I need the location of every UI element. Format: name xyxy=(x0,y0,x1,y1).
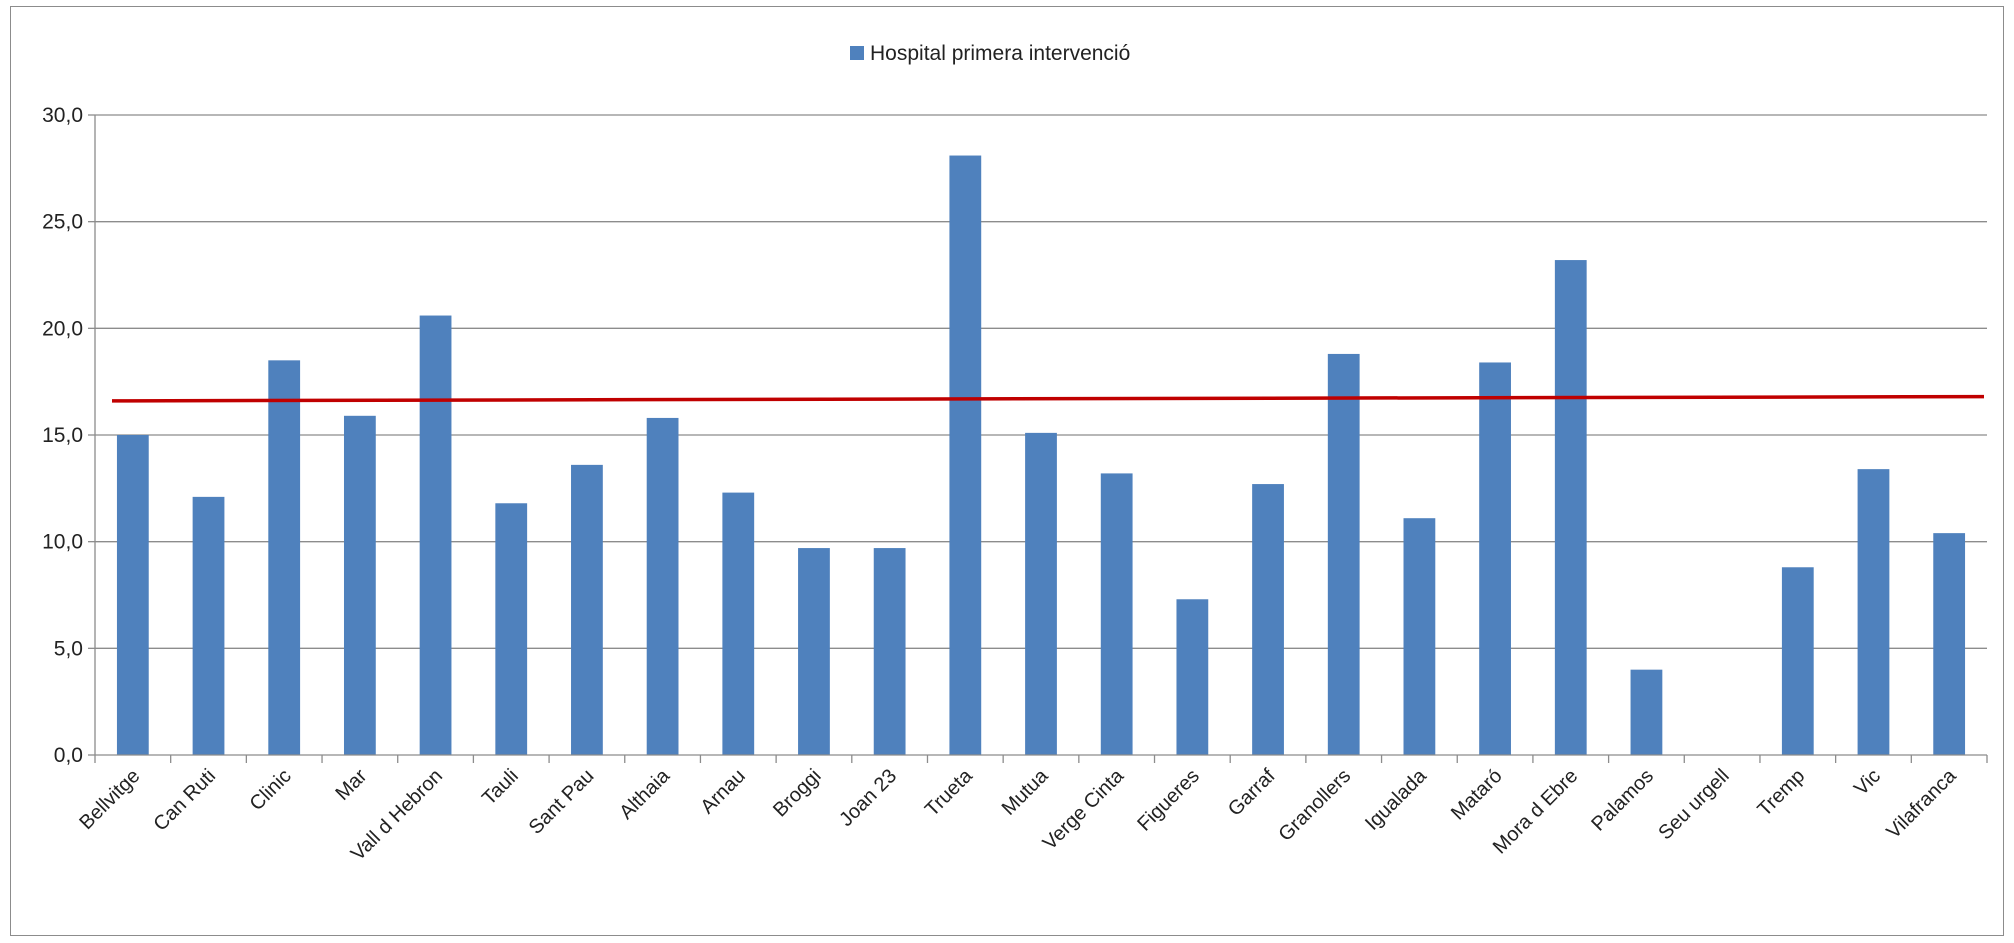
x-tick-label: Sant Pau xyxy=(525,765,599,839)
x-tick-label: Arnau xyxy=(697,765,750,818)
bar xyxy=(268,360,301,755)
x-tick-label: Verge Cinta xyxy=(1039,764,1129,854)
bar xyxy=(1933,533,1966,755)
bar xyxy=(1857,469,1890,755)
bar xyxy=(1479,362,1511,755)
bar xyxy=(495,503,528,755)
bar xyxy=(116,435,149,755)
bar xyxy=(1630,669,1663,755)
bar xyxy=(192,496,225,755)
bar xyxy=(1025,432,1057,755)
bar xyxy=(949,155,982,756)
y-tick-label: 30,0 xyxy=(42,104,83,127)
x-tick-label: Can Ruti xyxy=(149,765,220,836)
x-tick-label: Mar xyxy=(331,765,371,805)
reference-line-group xyxy=(111,394,1985,403)
y-tick-label: 0,0 xyxy=(54,744,83,767)
bars xyxy=(116,155,1966,756)
bar xyxy=(646,417,679,755)
reference-line xyxy=(111,394,1985,403)
y-axis-ticks: 0,0 5,0 10,0 15,0 20,0 25,0 30,0 xyxy=(42,104,96,767)
y-tick-label: 25,0 xyxy=(42,211,83,234)
bar xyxy=(1554,260,1587,755)
bar xyxy=(571,464,603,755)
x-tick-label: Clinic xyxy=(246,765,296,815)
bar xyxy=(1252,484,1284,755)
x-tick-label: Trueta xyxy=(921,764,978,821)
x-tick-label: Broggi xyxy=(769,765,825,821)
bar xyxy=(1781,567,1814,755)
y-tick-label: 15,0 xyxy=(42,424,83,447)
x-tick-label: Palamos xyxy=(1587,765,1658,836)
bar xyxy=(1176,599,1209,755)
gridlines xyxy=(95,114,1987,649)
x-tick-label: Joan 23 xyxy=(835,765,901,831)
x-tick-label: Figueres xyxy=(1133,765,1204,836)
bar xyxy=(873,548,906,755)
x-tick-label: Mutua xyxy=(998,764,1053,819)
legend: Hospital primera intervenció xyxy=(850,42,1130,65)
x-tick-label: Igualada xyxy=(1361,764,1431,834)
bar xyxy=(419,315,452,755)
legend-label: Hospital primera intervenció xyxy=(870,42,1130,65)
x-tick-label: Bellvitge xyxy=(75,765,144,834)
x-tick-label: Mataró xyxy=(1447,765,1507,825)
x-tick-label: Vilafranca xyxy=(1883,764,1962,843)
y-tick-label: 10,0 xyxy=(42,531,83,554)
x-tick-label: Granollers xyxy=(1274,765,1355,846)
x-tick-label: Garraf xyxy=(1224,765,1280,821)
x-tick-label: Vic xyxy=(1850,765,1885,800)
bar xyxy=(343,415,376,755)
bar xyxy=(1327,353,1360,755)
x-tick-label: Tauli xyxy=(478,765,523,810)
chart-frame xyxy=(10,6,2004,936)
x-tick-label: Tremp xyxy=(1753,765,1809,821)
y-tick-label: 5,0 xyxy=(54,637,83,660)
bar xyxy=(1403,518,1436,755)
bar xyxy=(1100,473,1133,755)
x-tick-label: Althaia xyxy=(615,764,674,823)
bar xyxy=(798,548,830,755)
bar xyxy=(722,492,755,755)
x-tick-label: Seu urgell xyxy=(1654,765,1733,844)
x-axis xyxy=(94,754,1988,763)
legend-swatch xyxy=(850,46,864,60)
y-tick-label: 20,0 xyxy=(42,317,83,340)
